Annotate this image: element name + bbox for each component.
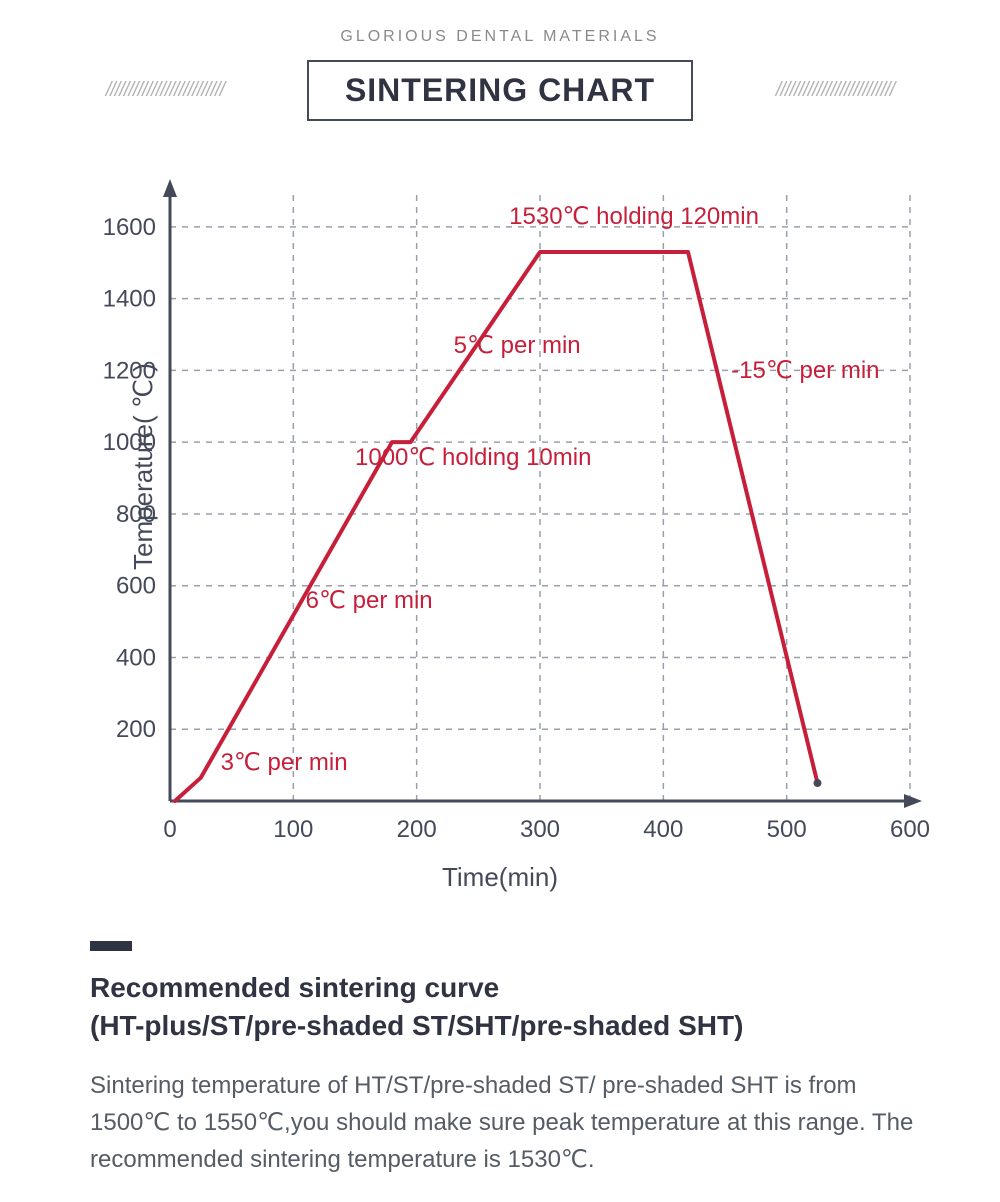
chart-svg: 2004006008001000120014001600010020030040…	[50, 171, 950, 871]
caption-block: Recommended sintering curve (HT-plus/ST/…	[90, 941, 940, 1178]
caption-body: Sintering temperature of HT/ST/pre-shade…	[90, 1067, 940, 1179]
svg-text:600: 600	[116, 573, 156, 600]
svg-text:100: 100	[273, 816, 313, 843]
svg-text:400: 400	[643, 816, 683, 843]
svg-text:600: 600	[890, 816, 930, 843]
svg-text:1400: 1400	[103, 286, 156, 313]
svg-text:500: 500	[767, 816, 807, 843]
brand-label: GLORIOUS DENTAL MATERIALS	[0, 28, 1000, 46]
hatch-left: //////////////////////////	[45, 79, 285, 102]
caption-title-line1: Recommended sintering curve	[90, 972, 499, 1003]
svg-text:200: 200	[116, 716, 156, 743]
svg-text:0: 0	[163, 816, 176, 843]
svg-text:1600: 1600	[103, 214, 156, 241]
y-axis-label: Temperature( ℃ )	[128, 363, 159, 570]
svg-text:400: 400	[116, 644, 156, 671]
caption-accent-bar	[90, 941, 132, 951]
x-axis-label: Time(min)	[50, 862, 950, 893]
chart-annotation: 3℃ per min	[221, 748, 348, 777]
sintering-chart: 2004006008001000120014001600010020030040…	[50, 171, 950, 871]
main-title: SINTERING CHART	[307, 60, 693, 121]
header: GLORIOUS DENTAL MATERIALS //////////////…	[0, 0, 1000, 121]
hatch-right: //////////////////////////	[715, 79, 955, 102]
caption-title-line2: (HT-plus/ST/pre-shaded ST/SHT/pre-shaded…	[90, 1010, 743, 1041]
chart-annotation: -15℃ per min	[731, 356, 879, 385]
chart-annotation: 1000℃ holding 10min	[355, 443, 591, 472]
title-row: ////////////////////////// SINTERING CHA…	[0, 60, 1000, 121]
caption-title: Recommended sintering curve (HT-plus/ST/…	[90, 969, 940, 1045]
svg-text:300: 300	[520, 816, 560, 843]
svg-text:200: 200	[397, 816, 437, 843]
chart-annotation: 6℃ per min	[306, 586, 433, 615]
chart-annotation: 1530℃ holding 120min	[509, 202, 759, 231]
chart-annotation: 5℃ per min	[454, 331, 581, 360]
